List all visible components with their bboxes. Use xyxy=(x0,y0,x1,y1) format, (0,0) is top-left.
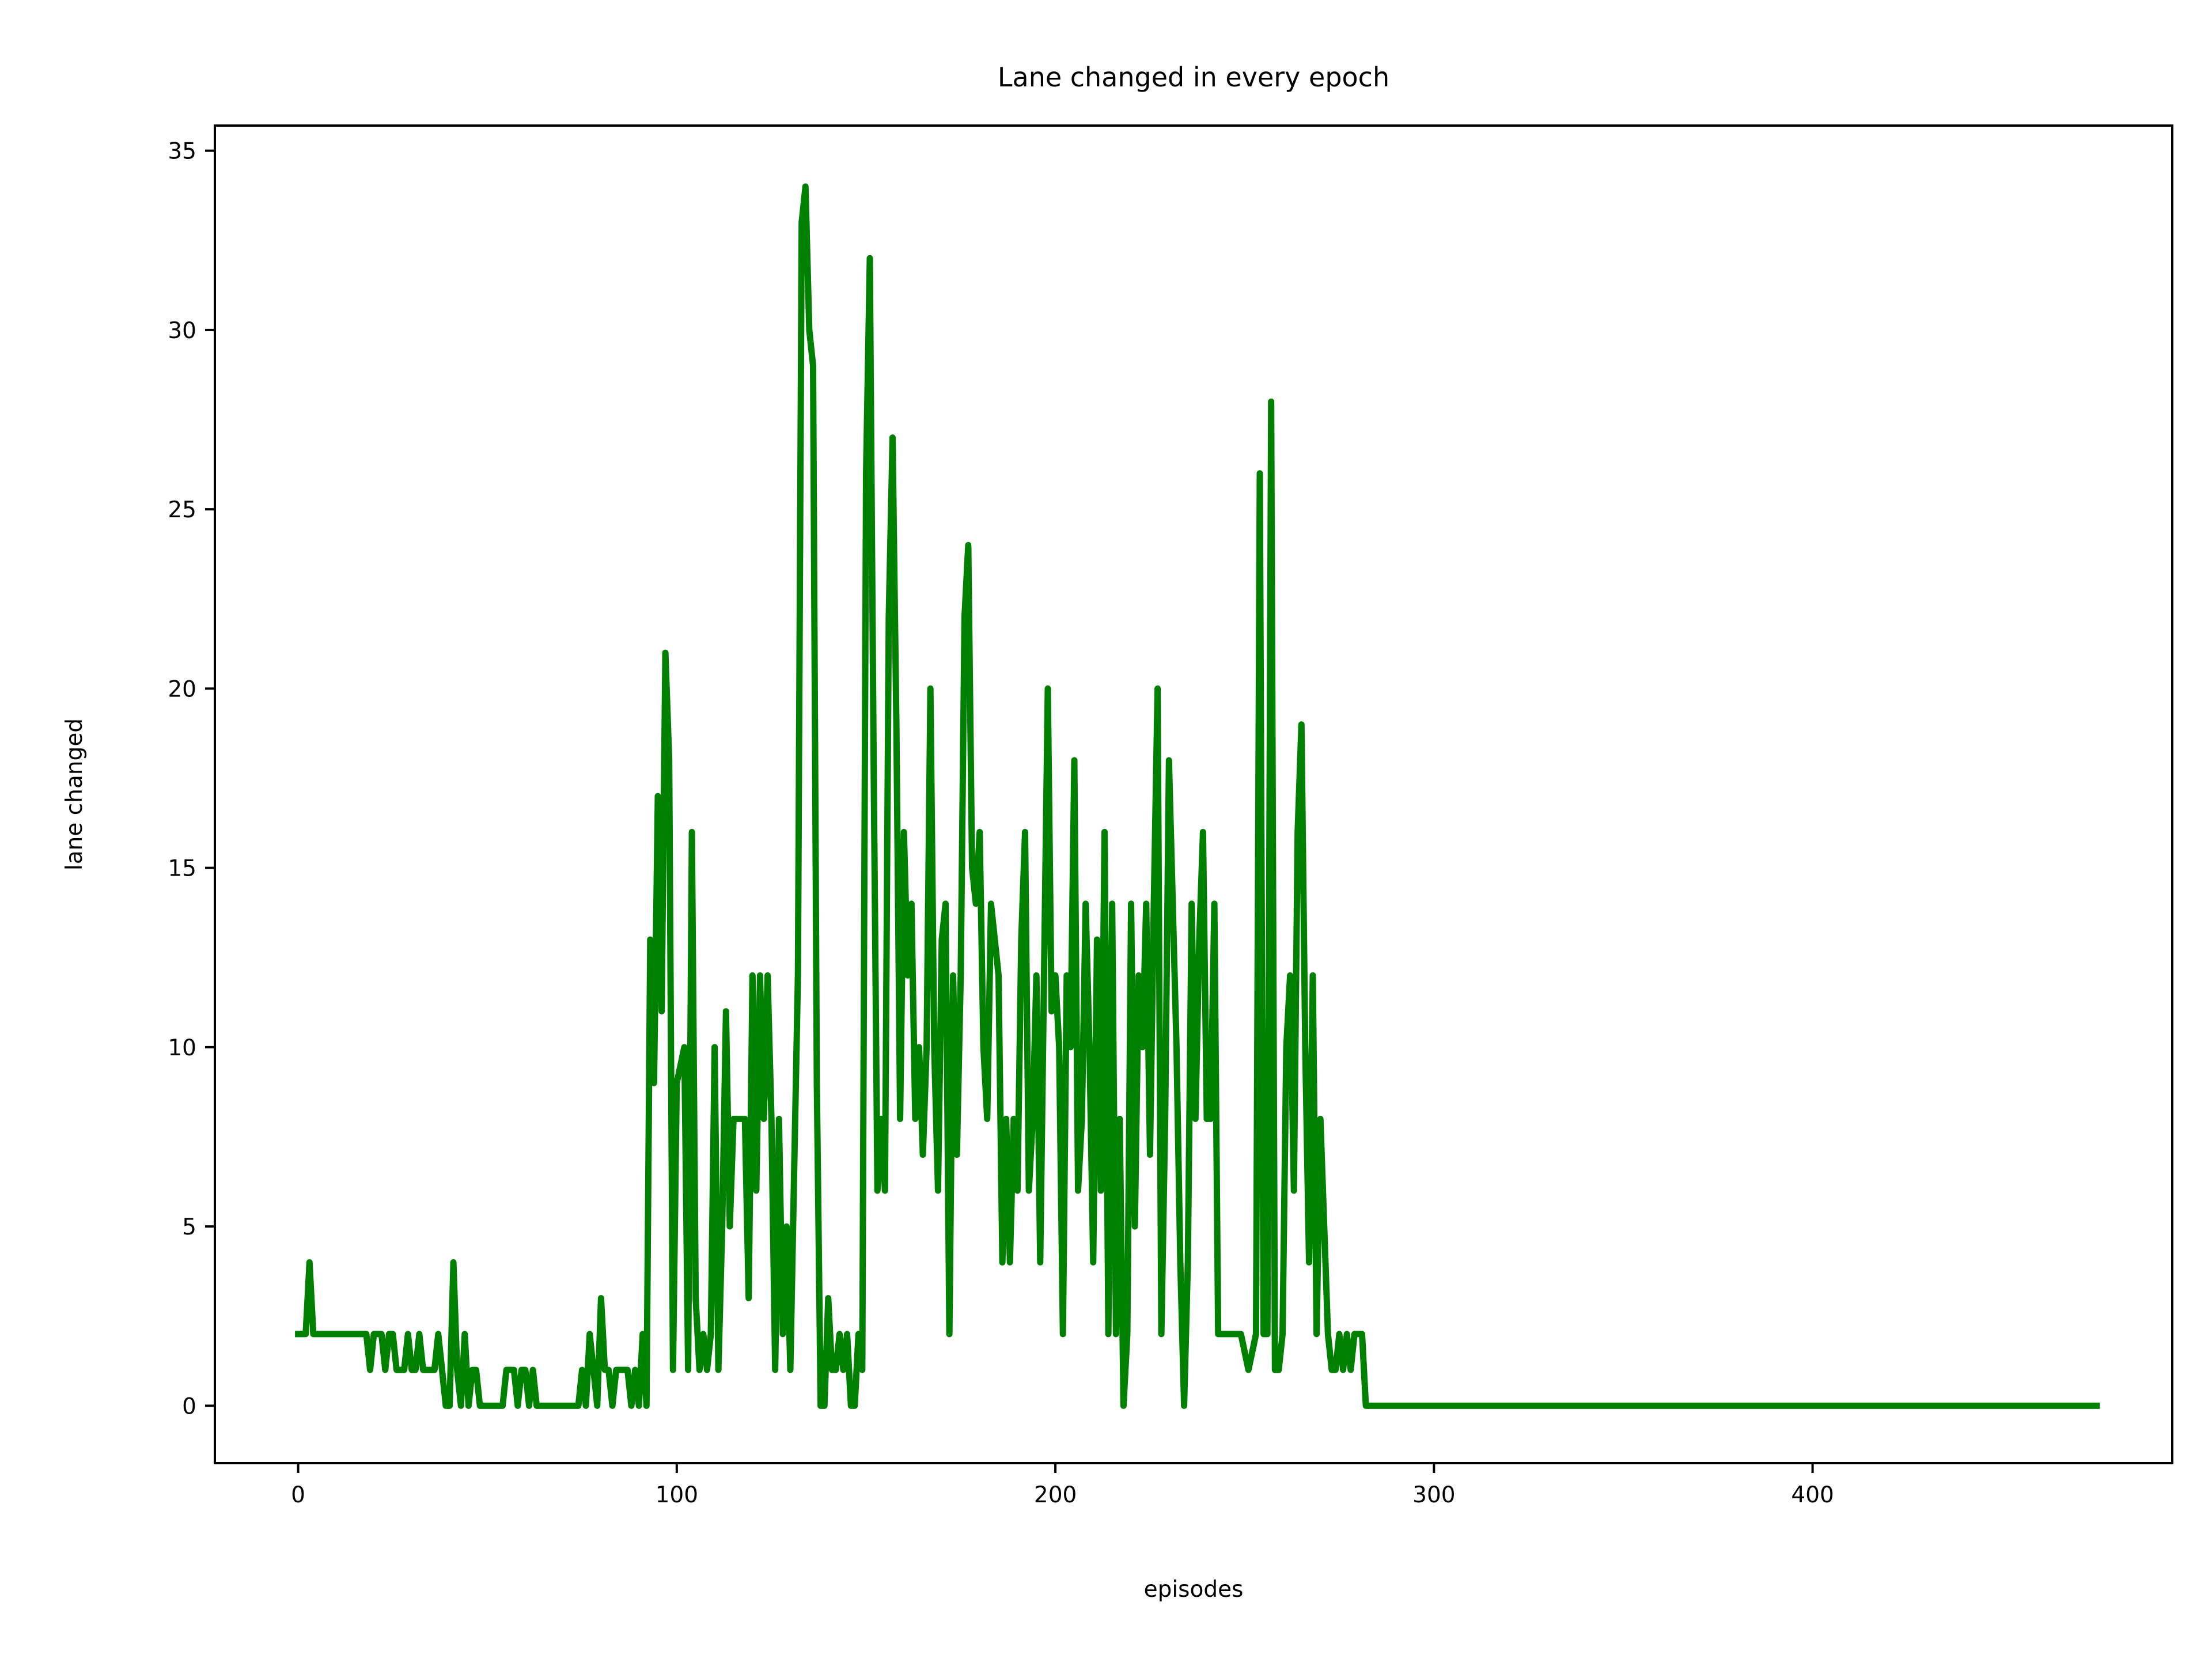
y-tick-label: 30 xyxy=(168,318,196,344)
y-tick-label: 20 xyxy=(168,676,196,702)
y-tick-label: 0 xyxy=(182,1393,196,1419)
x-tick-label: 200 xyxy=(1034,1482,1077,1508)
x-axis: 0 100 200 300 400 xyxy=(291,1463,1834,1508)
x-tick-label: 100 xyxy=(656,1482,698,1508)
axes-frame xyxy=(214,124,2173,1464)
y-tick-label: 35 xyxy=(168,139,196,165)
y-tick-label: 5 xyxy=(182,1214,196,1240)
series-line xyxy=(295,183,2100,1409)
y-tick-label: 25 xyxy=(168,497,196,523)
x-tick-label: 0 xyxy=(291,1482,305,1508)
y-tick-label: 15 xyxy=(168,856,196,882)
x-tick-label: 300 xyxy=(1412,1482,1455,1508)
y-axis-label: lane changed xyxy=(62,718,88,870)
chart-title: Lane changed in every epoch xyxy=(998,62,1389,93)
plot-area xyxy=(295,183,2100,1409)
y-tick-label: 10 xyxy=(168,1035,196,1061)
x-axis-label: episodes xyxy=(1144,1577,1244,1603)
x-tick-label: 400 xyxy=(1791,1482,1834,1508)
y-axis: 0 5 10 15 20 25 30 35 xyxy=(168,139,215,1419)
